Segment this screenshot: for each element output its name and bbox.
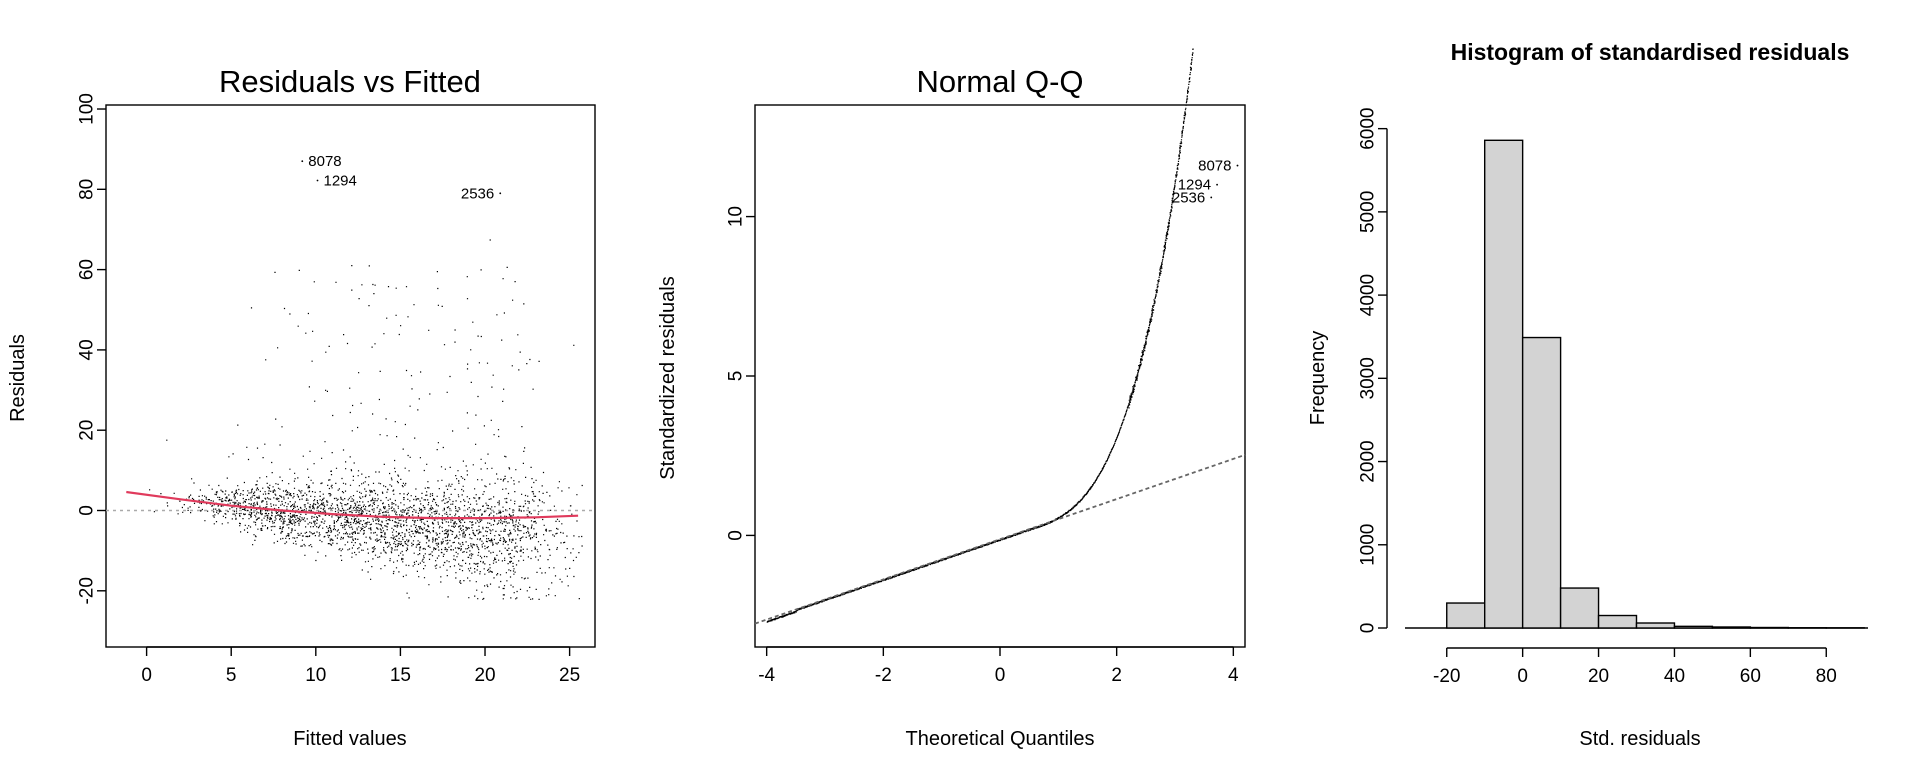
qq-points: [766, 48, 1194, 623]
histogram-bar: [1673, 625, 1714, 629]
y-tick-label: 4000: [1358, 274, 1379, 316]
residuals-vs-fitted-point-labels: 8078 1294 2536: [301, 153, 502, 202]
x-tick-label: 60: [1740, 666, 1761, 687]
outlier-point: [301, 160, 304, 163]
outlier-point: [316, 179, 319, 182]
y-tick-label: 40: [77, 339, 98, 360]
x-tick-label: 4: [1228, 665, 1239, 686]
x-tick-label: 15: [390, 665, 411, 686]
outlier-point: [1210, 196, 1213, 199]
normal-qq-panel: Normal Q-Q Theoretical Quantiles Standar…: [657, 48, 1246, 750]
x-tick-label: 25: [559, 665, 580, 686]
x-tick-label: 0: [1517, 666, 1528, 687]
histogram-ylabel: Frequency: [1307, 331, 1329, 426]
residuals-vs-fitted-panel: Residuals vs Fitted Fitted values Residu…: [7, 64, 596, 750]
normal-qq-yaxis: 0 5 10: [726, 206, 755, 541]
histogram-bars: [1405, 139, 1868, 629]
outlier-label: 1294: [1178, 177, 1211, 194]
y-tick-label: 0: [77, 505, 98, 516]
histogram-bar: [1559, 587, 1600, 629]
y-tick-label: 3000: [1358, 357, 1379, 399]
outlier-label: 2536: [1172, 189, 1205, 206]
normal-qq-title: Normal Q-Q: [916, 64, 1083, 99]
histogram-panel: Histogram of standardised residuals Std.…: [1307, 39, 1868, 750]
y-tick-label: 0: [1358, 623, 1379, 634]
y-tick-label: 20: [77, 420, 98, 441]
y-tick-label: 80: [77, 179, 98, 200]
qq-dashed-line: [754, 454, 1246, 625]
residuals-vs-fitted-ylabel: Residuals: [7, 334, 29, 422]
outlier-label: 1294: [324, 172, 357, 189]
outlier-point: [1236, 164, 1239, 167]
residual-points: [149, 239, 583, 600]
y-tick-label: 60: [77, 259, 98, 280]
normal-qq-plot-frame: [754, 104, 1246, 648]
normal-qq-xaxis: -4 -2 0 2 4: [758, 646, 1239, 686]
x-tick-label: 80: [1816, 666, 1837, 687]
histogram-bar: [1446, 602, 1486, 629]
normal-qq-xlabel: Theoretical Quantiles: [906, 728, 1095, 750]
histogram-bar: [1483, 139, 1524, 629]
outlier-point: [1216, 183, 1218, 186]
y-tick-label: 0: [726, 530, 747, 541]
y-tick-label: 100: [77, 93, 98, 125]
histogram-xaxis: -20 0 20 40 60 80: [1433, 647, 1837, 687]
x-tick-label: 0: [995, 665, 1006, 686]
residuals-vs-fitted-title: Residuals vs Fitted: [219, 64, 481, 99]
histogram-bar: [1711, 626, 1752, 629]
histogram-bar: [1635, 622, 1676, 629]
qq-reference-line: [754, 454, 1246, 625]
outlier-label: 8078: [308, 153, 341, 170]
loess-smooth-curve: [126, 490, 579, 520]
qq-point-cloud: [766, 48, 1194, 623]
x-tick-label: 20: [1588, 666, 1609, 687]
outlier-label: 8078: [1198, 158, 1231, 175]
x-tick-label: 2: [1111, 665, 1122, 686]
x-tick-label: 10: [305, 665, 326, 686]
y-tick-label: -20: [77, 577, 98, 604]
y-tick-label: 2000: [1358, 440, 1379, 482]
x-tick-label: 5: [226, 665, 237, 686]
x-tick-label: 0: [141, 665, 152, 686]
residual-point-cloud: [149, 239, 583, 600]
x-tick-label: -2: [875, 665, 892, 686]
histogram-yaxis: 0 1000 2000 3000 4000 5000 6000: [1358, 108, 1388, 634]
y-tick-label: 5: [726, 371, 747, 382]
normal-qq-ylabel: Standardized residuals: [657, 276, 679, 479]
loess-smooth-line: [126, 490, 579, 520]
histogram-title: Histogram of standardised residuals: [1451, 39, 1850, 65]
x-tick-label: 20: [474, 665, 495, 686]
x-tick-label: 40: [1664, 666, 1685, 687]
outlier-point: [499, 192, 502, 195]
x-tick-label: -4: [758, 665, 775, 686]
y-tick-label: 5000: [1358, 191, 1379, 233]
x-tick-label: -20: [1433, 666, 1460, 687]
y-tick-label: 10: [726, 206, 747, 227]
y-tick-label: 6000: [1358, 108, 1379, 150]
histogram-bar: [1597, 614, 1638, 629]
outlier-label: 2536: [461, 185, 494, 202]
residuals-vs-fitted-yaxis: -20 0 20 40 60 80 100: [77, 93, 106, 605]
histogram-bar: [1521, 336, 1562, 629]
residuals-vs-fitted-xaxis: 0 5 10 15 20 25: [141, 646, 580, 686]
y-tick-label: 1000: [1358, 524, 1379, 566]
residuals-vs-fitted-xlabel: Fitted values: [293, 728, 406, 750]
histogram-xlabel: Std. residuals: [1579, 728, 1700, 750]
